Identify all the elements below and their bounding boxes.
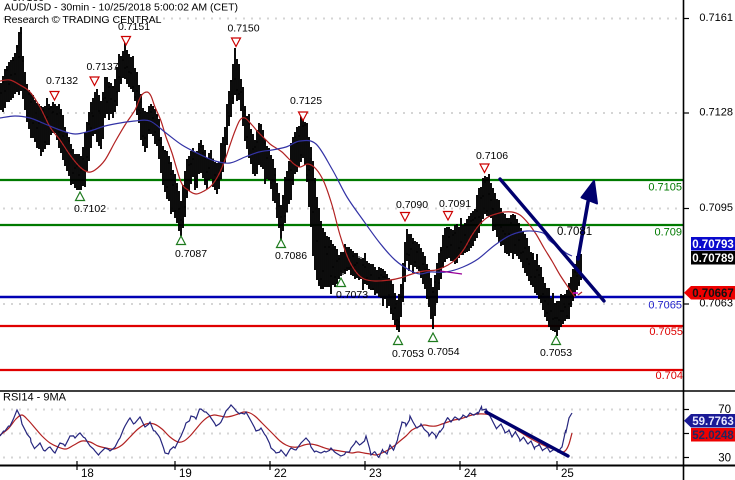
svg-text:0.7086: 0.7086 [275, 250, 307, 262]
svg-text:Research © TRADING CENTRAL: Research © TRADING CENTRAL [4, 14, 162, 26]
svg-text:0.7102: 0.7102 [74, 203, 106, 215]
svg-text:52.0248: 52.0248 [692, 430, 734, 442]
svg-text:0.7160: 0.7160 [12, 0, 44, 4]
svg-text:23: 23 [369, 468, 382, 480]
svg-text:25: 25 [561, 468, 574, 480]
svg-text:0.7091: 0.7091 [439, 198, 471, 210]
svg-text:30: 30 [718, 453, 731, 465]
svg-text:0.7106: 0.7106 [476, 150, 508, 162]
svg-text:59.7763: 59.7763 [692, 416, 734, 428]
svg-text:0.7090: 0.7090 [396, 199, 428, 211]
svg-text:0.7053: 0.7053 [540, 347, 572, 359]
svg-text:0.7065: 0.7065 [648, 300, 682, 312]
svg-text:0.7095: 0.7095 [699, 202, 733, 214]
svg-text:0.70789: 0.70789 [692, 253, 734, 265]
svg-text:0.7151: 0.7151 [118, 21, 150, 33]
svg-text:0.7063: 0.7063 [699, 298, 733, 310]
svg-text:0.7125: 0.7125 [290, 95, 322, 107]
svg-text:0.7161: 0.7161 [699, 12, 733, 24]
svg-text:0.7128: 0.7128 [699, 107, 733, 119]
svg-text:0.7054: 0.7054 [427, 346, 459, 358]
svg-text:0.7137: 0.7137 [86, 61, 118, 73]
svg-text:18: 18 [81, 468, 94, 480]
svg-text:22: 22 [274, 468, 287, 480]
svg-text:0.704: 0.704 [655, 370, 683, 382]
svg-text:0.70793: 0.70793 [692, 239, 734, 251]
svg-text:19: 19 [179, 468, 192, 480]
svg-text:0.709: 0.709 [654, 227, 682, 239]
svg-text:24: 24 [464, 468, 477, 480]
svg-text:AUD/USD - 30min - 10/25/2018 5: AUD/USD - 30min - 10/25/2018 5:00:02 AM … [4, 1, 238, 13]
svg-text:0.7053: 0.7053 [392, 348, 424, 360]
svg-text:0.7087: 0.7087 [175, 248, 207, 260]
svg-text:0.7150: 0.7150 [227, 22, 259, 34]
svg-text:0.7081: 0.7081 [557, 226, 592, 238]
svg-text:0.70667: 0.70667 [692, 288, 734, 300]
svg-text:0.7073: 0.7073 [336, 289, 368, 301]
svg-text:0.7055: 0.7055 [649, 326, 683, 338]
svg-text:0.7132: 0.7132 [46, 75, 78, 87]
svg-text:0.7105: 0.7105 [648, 182, 682, 194]
svg-text:RSI14 - 9MA: RSI14 - 9MA [3, 392, 67, 404]
svg-text:70: 70 [718, 404, 731, 416]
